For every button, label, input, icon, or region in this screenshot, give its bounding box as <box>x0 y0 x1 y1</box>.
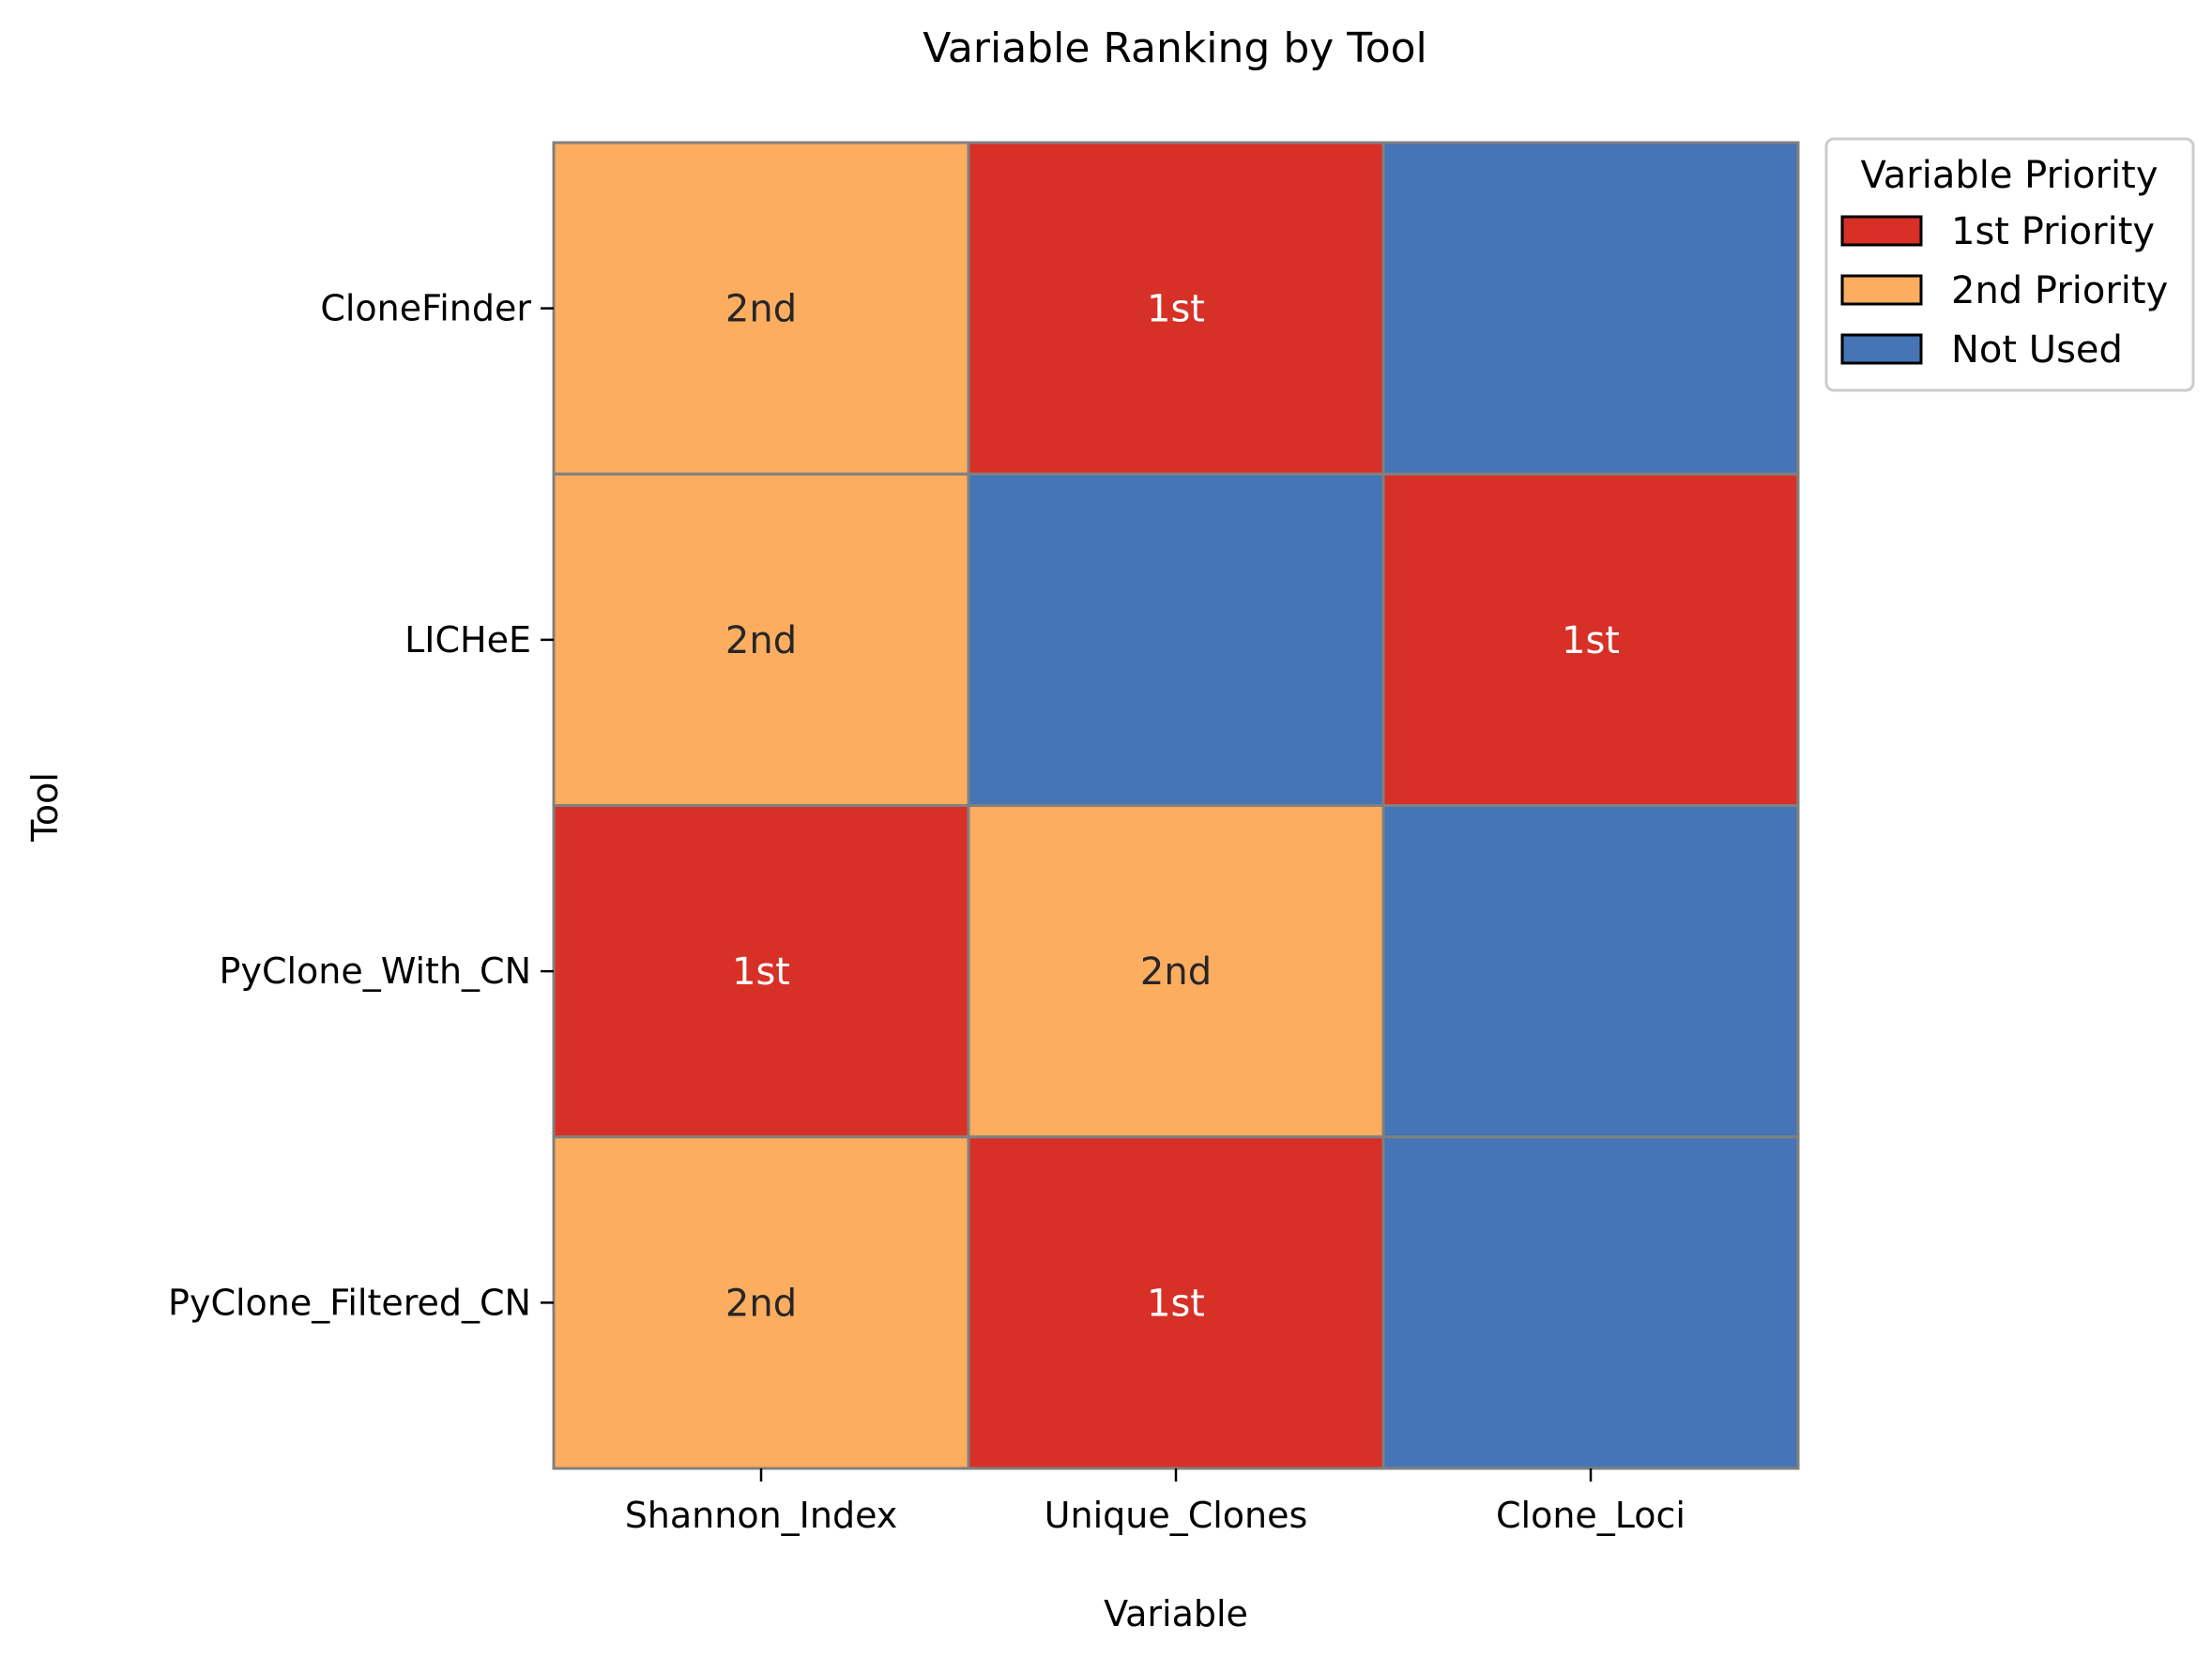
heatmap-cell <box>1381 472 1800 807</box>
cell-label: 2nd <box>725 1282 797 1325</box>
heatmap-cell <box>552 804 970 1139</box>
heatmap-cell <box>1381 804 1800 1139</box>
x-axis-label: Variable <box>1104 1593 1248 1634</box>
y-tick-label: CloneFinder <box>320 288 531 329</box>
x-axis-ticks: Shannon_Index Unique_Clones Clone_Loci <box>625 1468 1686 1536</box>
cell-label: 1st <box>1147 1282 1205 1325</box>
heatmap-cell <box>552 141 970 476</box>
heatmap-cell <box>967 472 1385 807</box>
legend-swatch <box>1840 333 1923 365</box>
heatmap-cell <box>967 141 1385 476</box>
cell-label: 1st <box>732 950 790 994</box>
y-tick-label: PyClone_With_CN <box>220 950 531 992</box>
heatmap-cell <box>967 1135 1385 1470</box>
y-tick-label: LICHeE <box>404 619 531 661</box>
legend-swatch <box>1840 215 1923 247</box>
legend-entry-label: 1st Priority <box>1951 210 2155 253</box>
legend-frame <box>1824 137 2195 392</box>
y-axis-label: Tool <box>24 772 66 843</box>
legend-title: Variable Priority <box>1860 154 2158 197</box>
heatmap-cell <box>1381 1135 1800 1470</box>
y-axis-ticks: CloneFinder LICHeE PyClone_With_CN PyClone_… <box>168 288 554 1323</box>
cell-label: 2nd <box>725 288 797 331</box>
heatmap-cells: 2nd 1st 2nd 1st 1st 2nd 2nd 1st <box>552 141 1800 1470</box>
cell-label: 2nd <box>725 619 797 662</box>
x-tick-label: Clone_Loci <box>1496 1495 1686 1536</box>
heatmap-cell <box>967 804 1385 1139</box>
chart-title: Variable Ranking by Tool <box>923 24 1427 72</box>
heatmap-cell <box>1381 141 1800 476</box>
cell-label: 1st <box>1147 288 1205 331</box>
x-tick-label: Unique_Clones <box>1045 1495 1308 1536</box>
legend-swatch <box>1840 274 1923 306</box>
x-tick-label: Shannon_Index <box>625 1495 898 1536</box>
legend: Variable Priority 1st Priority 2nd Priori… <box>1824 137 2195 392</box>
legend-entries: 1st Priority 2nd Priority Not Used <box>1840 210 2168 372</box>
cell-label: 2nd <box>1140 950 1212 994</box>
heatmap-cell <box>552 472 970 807</box>
legend-entry-label: 2nd Priority <box>1951 269 2168 312</box>
cell-label: 1st <box>1562 619 1620 662</box>
legend-entry-label: Not Used <box>1951 328 2123 372</box>
y-tick-label: PyClone_Filtered_CN <box>168 1282 531 1323</box>
